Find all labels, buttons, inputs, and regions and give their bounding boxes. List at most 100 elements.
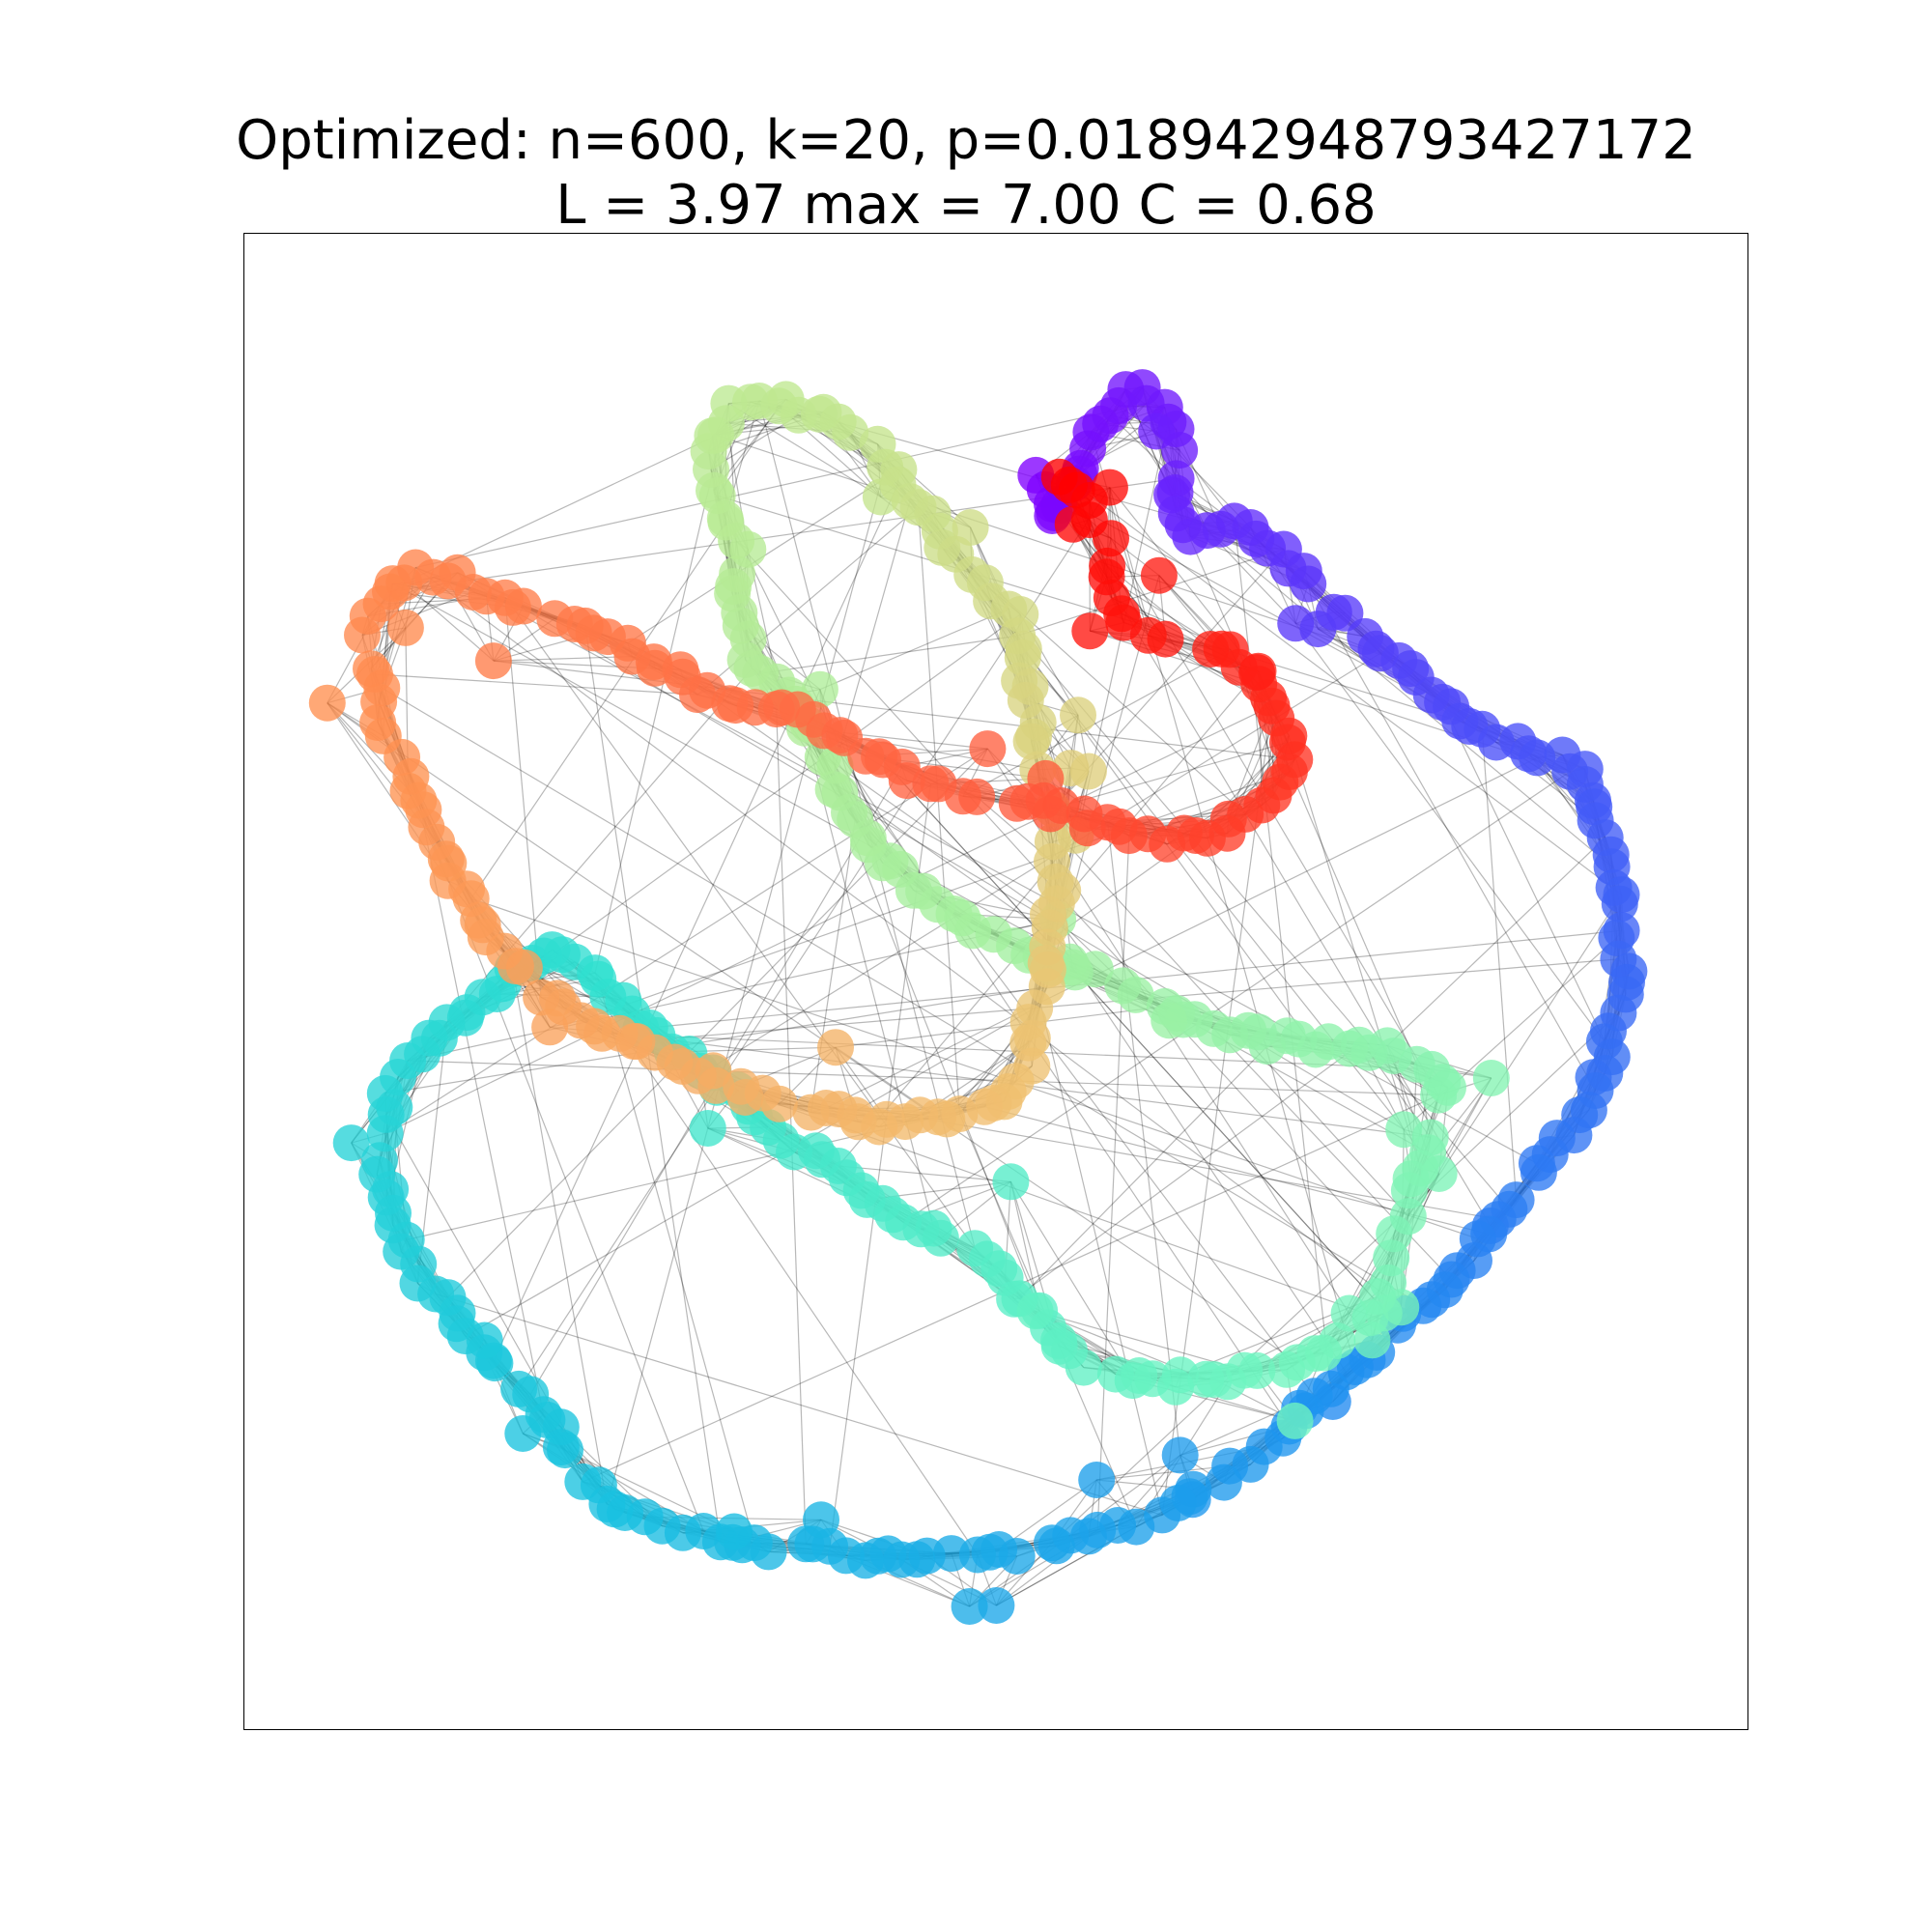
graph-node [992,1163,1030,1201]
graph-node [1138,412,1176,450]
graph-node [922,1219,959,1257]
graph-edge [384,748,988,1134]
graph-node [1151,1002,1188,1039]
graph-edge [1009,1180,1134,1381]
graph-edge [327,702,1298,1363]
graph-edge [512,607,976,1249]
graph-node [1078,1462,1116,1498]
graph-node [386,609,424,646]
graph-edge [810,819,856,1113]
graph-edge [998,1479,1097,1550]
graph-edge [760,635,1018,674]
graph-edge [606,467,886,1505]
graph-node [1238,1351,1276,1389]
figure-title: Optimized: n=600, k=20, p=0.018942948793… [0,108,1932,238]
graph-edge [1096,836,1130,1530]
node-layer [308,369,1648,1625]
graph-edge [1288,735,1421,1169]
graph-edge [1107,822,1181,1456]
graph-edge [835,1006,1165,1048]
graph-node [689,1110,726,1147]
graph-edge [838,1165,1011,1182]
graph-edge [1441,701,1613,1058]
graph-edge [403,582,495,662]
graph-edge [493,660,1295,760]
graph-node [531,1009,569,1046]
graph-node [1205,1463,1242,1501]
graph-edge [878,755,1399,1326]
graph-node [1065,1349,1102,1386]
graph-edge [1019,1045,1268,1299]
graph-node [969,730,1007,768]
graph-edge [407,919,1059,1062]
title-line-2: L = 3.97 max = 7.00 C = 0.68 [555,174,1377,237]
graph-node [1389,1198,1427,1236]
graph-node [308,684,346,722]
graph-node [1012,723,1050,760]
graph-node [1140,556,1178,594]
graph-edge [804,727,935,1229]
graph-edge [493,484,899,1361]
graph-node [1034,1524,1070,1562]
graph-edge [408,1060,1439,1096]
graph-node [332,1124,370,1162]
graph-edge [1013,1044,1360,1300]
graph-node [504,587,542,625]
graph-node [1601,885,1638,923]
graph-edge [435,1293,1163,1516]
graph-edge [414,567,1402,1308]
graph-edge [962,648,1231,797]
graph-edge [1307,583,1597,1092]
graph-edge [1035,1310,1245,1372]
graph-node [1016,1293,1054,1330]
graph-edge [470,897,1478,1239]
graph-edge [918,507,960,1115]
graph-node [952,509,989,546]
graph-node [1060,696,1096,734]
graph-edge [829,783,931,1547]
graph-edge [819,608,1009,691]
graph-edge [1294,622,1605,1042]
graph-node [1071,612,1109,650]
graph-node [1238,654,1276,692]
graph-node [958,1536,996,1574]
graph-node [523,979,560,1016]
graph-node [1319,1322,1356,1359]
graph-node [1192,631,1230,668]
graph-node [817,1029,854,1066]
graph-node [1161,1436,1199,1474]
graph-edge [597,979,755,1544]
graph-edge [823,730,1290,1427]
graph-node [1276,1402,1314,1439]
graph-edge [1207,529,1612,867]
graph-edge [384,705,1272,1134]
graph-node [1382,1289,1420,1326]
graph-node [1089,547,1126,584]
graph-node [353,650,389,688]
graph-node [1385,1111,1423,1149]
graph-edge [1073,483,1622,895]
graph-node [1472,1060,1510,1096]
graph-edge [465,1007,1036,1337]
graph-edge [1049,927,1347,1373]
title-line-1: Optimized: n=600, k=20, p=0.018942948793… [236,109,1696,172]
graph-edge [1096,1465,1231,1481]
graph-node [803,1501,839,1539]
graph-edge [902,771,1571,1223]
plot-frame [243,233,1748,1730]
graph-edge [381,687,1424,1307]
graph-node [1299,611,1337,648]
graph-edge [717,495,1461,723]
graph-edge [415,403,1147,569]
graph-node [1290,565,1327,603]
graph-edge [1028,954,1163,1516]
graph-edge [493,656,633,662]
graph-node [474,642,512,680]
graph-node [564,1463,602,1500]
graph-node [716,1513,753,1550]
graph-edge [512,968,608,1505]
graph-edge [878,755,1399,1326]
graph-edge [1481,728,1518,1201]
graph-node [792,1094,830,1131]
